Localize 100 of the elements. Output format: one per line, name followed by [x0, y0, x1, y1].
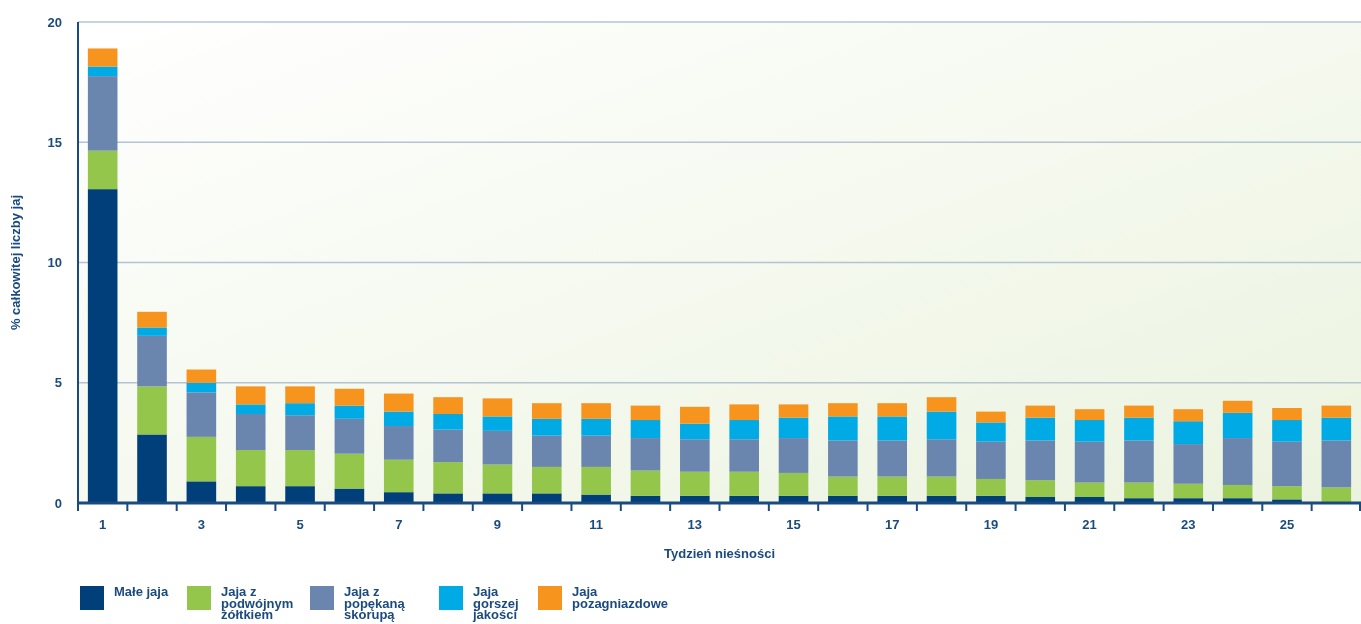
bar	[729, 471, 759, 496]
bar	[1321, 487, 1352, 503]
bar	[383, 426, 414, 460]
bar	[976, 441, 1006, 479]
bar	[581, 403, 611, 419]
bar	[828, 416, 858, 441]
bar	[433, 397, 463, 415]
bar	[137, 311, 167, 328]
bar	[630, 420, 661, 439]
bar	[235, 414, 266, 451]
bar	[1272, 441, 1302, 487]
bar	[137, 327, 167, 336]
bar	[285, 415, 315, 451]
bar	[235, 386, 266, 405]
bar	[1074, 441, 1105, 483]
y-axis-title: % całkowitej liczby jaj	[8, 194, 23, 331]
y-tick-label: 5	[54, 375, 62, 391]
bar	[482, 398, 513, 417]
bar	[531, 435, 562, 467]
legend-label: Jaja z podwójnym żółtkiem	[221, 584, 294, 622]
y-tick-label: 20	[47, 14, 62, 30]
bar	[235, 450, 266, 487]
bar	[926, 439, 957, 477]
bar	[1124, 440, 1154, 483]
bar	[1272, 420, 1302, 442]
bar	[1074, 409, 1105, 421]
bar	[1074, 482, 1105, 497]
bar	[778, 417, 809, 439]
bar	[87, 48, 118, 67]
bar	[828, 440, 858, 477]
bar	[729, 404, 759, 421]
bar	[1272, 408, 1302, 421]
bar	[137, 386, 167, 435]
bar	[186, 436, 217, 482]
x-tick-label: 3	[197, 517, 205, 532]
x-tick-label: 19	[983, 517, 999, 532]
bar	[828, 476, 858, 496]
x-tick-label: 7	[395, 517, 403, 532]
bar	[383, 393, 414, 412]
bar	[877, 440, 908, 477]
bar	[1321, 440, 1352, 488]
y-tick-label: 10	[47, 255, 62, 271]
bar	[581, 466, 611, 495]
bar	[976, 411, 1006, 423]
bar	[1025, 440, 1056, 481]
bar	[433, 493, 463, 503]
bar	[1173, 483, 1204, 499]
bar	[581, 418, 611, 436]
bar	[285, 403, 315, 416]
bar	[1074, 420, 1105, 442]
bar	[926, 397, 957, 412]
bar	[334, 405, 365, 419]
x-tick-label: 9	[493, 517, 502, 532]
bar	[383, 492, 414, 503]
bar	[1222, 484, 1253, 499]
bar	[87, 150, 118, 190]
bar	[87, 76, 118, 151]
x-tick-label: 1	[99, 517, 107, 532]
x-tick-label: 25	[1279, 517, 1295, 532]
bar	[1124, 405, 1154, 418]
bar	[433, 414, 463, 430]
legend-label: Małe jaja	[114, 584, 169, 599]
bar	[285, 486, 315, 503]
bar	[877, 403, 908, 417]
x-tick-label: 5	[296, 517, 304, 532]
bar	[926, 411, 957, 440]
bar	[285, 450, 315, 487]
x-axis-title: Tydzień nieśności	[663, 546, 776, 561]
bar	[186, 392, 217, 437]
bar	[334, 388, 365, 406]
x-tick-label: 21	[1082, 517, 1097, 532]
bar	[383, 459, 414, 493]
bar	[877, 416, 908, 441]
x-tick-label: 13	[687, 517, 703, 532]
bar	[828, 403, 858, 417]
bar	[1173, 444, 1204, 484]
legend-label: Jaja pozagniazdowe	[572, 584, 669, 611]
bar	[1321, 417, 1352, 441]
bar	[630, 405, 661, 421]
bar	[680, 439, 710, 472]
bar	[778, 404, 809, 418]
x-tick-label: 11	[589, 517, 604, 532]
bar	[482, 416, 513, 431]
bar	[433, 429, 463, 463]
x-tick-label: 23	[1181, 517, 1196, 532]
bar	[87, 189, 118, 503]
bar	[433, 462, 463, 494]
bar	[680, 406, 710, 424]
bar	[1173, 409, 1204, 422]
bar	[186, 382, 217, 393]
bar	[778, 472, 809, 496]
bar	[482, 493, 513, 503]
bar	[383, 411, 414, 427]
bar	[285, 386, 315, 404]
bar	[334, 453, 365, 489]
bar	[1222, 400, 1253, 413]
bar	[87, 66, 118, 77]
bar	[334, 418, 365, 454]
bar	[630, 438, 661, 471]
bar	[1124, 482, 1154, 499]
